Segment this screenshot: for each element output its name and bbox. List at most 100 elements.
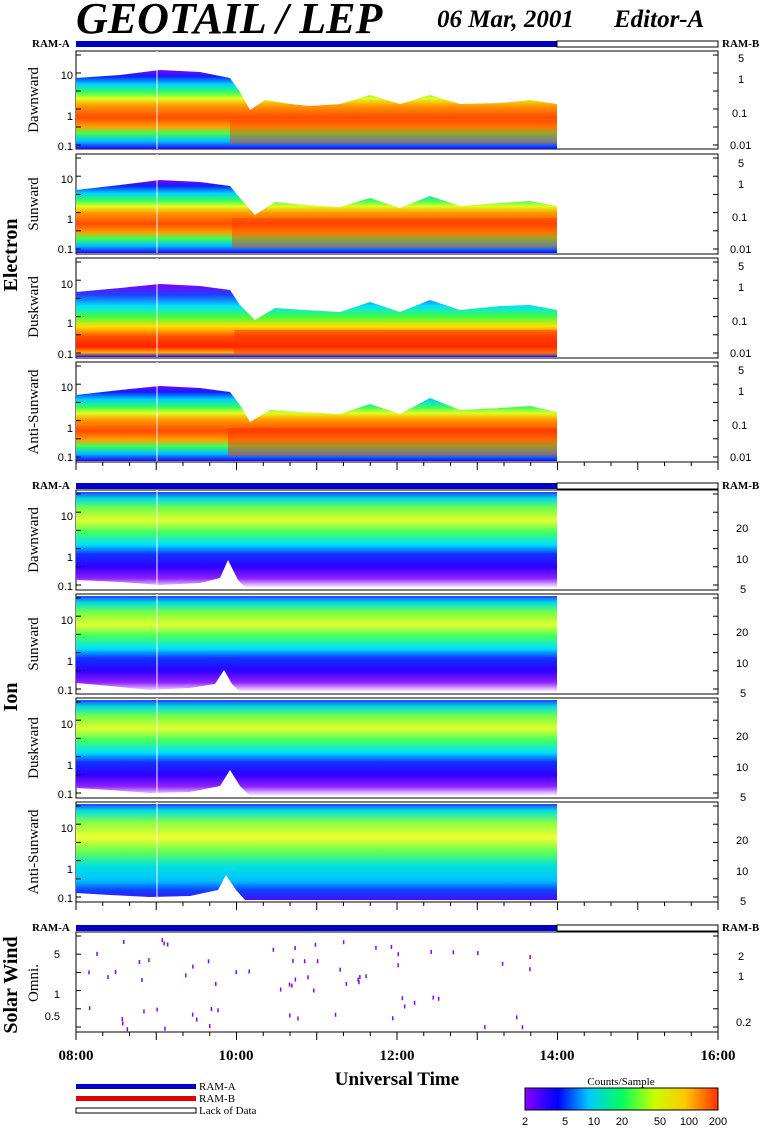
svg-text:1: 1 [738, 74, 744, 86]
panel-label-sw-omni: Omni. [26, 964, 42, 1002]
svg-text:1: 1 [67, 552, 73, 564]
panel-ion-dawnward: Dawnward [26, 489, 719, 591]
solar-wind-mark [294, 946, 296, 951]
ram-a-label-sw: RAM-A [32, 922, 70, 934]
solar-wind-mark [339, 967, 341, 972]
lack-bar-ion [556, 482, 719, 490]
svg-text:1: 1 [738, 971, 744, 983]
svg-text:20: 20 [736, 835, 748, 847]
panel-solar-wind-omni: Omni. [26, 931, 719, 1033]
solar-wind-mark [215, 981, 217, 986]
svg-text:10: 10 [61, 719, 73, 731]
svg-text:10: 10 [61, 615, 73, 627]
svg-text:0.1: 0.1 [58, 452, 73, 464]
solar-wind-mark [316, 959, 319, 964]
solar-wind-mark [107, 975, 109, 980]
spectrogram-fill [76, 180, 557, 253]
solar-wind-mark [126, 1027, 129, 1032]
solar-wind-mark [365, 974, 367, 979]
x-tick-1400: 14:00 [540, 1048, 575, 1064]
svg-text:5: 5 [738, 261, 744, 273]
solar-wind-mark [390, 944, 393, 949]
solar-wind-mark [313, 988, 315, 993]
electron-group: RAM-A RAM-B Electron Dawnward Sunward [0, 38, 760, 464]
spectrogram-fill [76, 70, 557, 149]
panel-label-i-anti: Anti-Sunward [26, 809, 42, 894]
electron-yaxis-left: 10 1 0.1 10 1 0.1 10 1 0.1 10 1 0.1 [58, 70, 73, 464]
ram-a-label-ion: RAM-A [32, 480, 70, 492]
solar-wind-mark [114, 970, 117, 974]
panel-electron-anti-sunward: Anti-Sunward [26, 361, 719, 463]
spectrogram-fill [76, 804, 557, 900]
svg-text:10: 10 [61, 382, 73, 394]
ion-group: RAM-A RAM-B Ion Dawnward Sunward Duskwar… [0, 480, 760, 908]
solar-wind-mark [191, 1012, 194, 1017]
ram-bar-a-sw [76, 925, 557, 931]
solar-wind-mark [123, 939, 125, 944]
solar-wind-mark [141, 978, 143, 982]
solar-wind-mark [297, 1016, 299, 1021]
svg-text:1: 1 [738, 179, 744, 191]
legend-label-ram-b: RAM-B [199, 1093, 235, 1105]
solar-wind-dots [88, 938, 531, 1032]
svg-text:5: 5 [738, 53, 744, 65]
ram-b-label-ion: RAM-B [722, 480, 760, 492]
solar-wind-mark [161, 938, 163, 943]
solar-wind-mark [477, 951, 479, 956]
solar-wind-mark [217, 1008, 219, 1013]
solar-wind-mark [345, 981, 348, 986]
x-tick-1200: 12:00 [380, 1048, 415, 1064]
svg-text:5: 5 [740, 792, 746, 804]
editor-label: Editor-A [613, 6, 704, 33]
solar-wind-mark [342, 940, 345, 945]
x-tick-1000: 10:00 [219, 1048, 254, 1064]
spectrogram-fill [76, 596, 557, 692]
electron-yaxis-right: 5 1 0.1 0.01 5 1 0.1 0.01 5 1 0.1 0.01 5… [730, 53, 751, 464]
svg-text:1: 1 [67, 760, 73, 772]
svg-text:1: 1 [67, 111, 73, 123]
colorbar-tick-label: 20 [616, 1116, 628, 1128]
solar-wind-mark [392, 1016, 394, 1021]
svg-text:0.1: 0.1 [58, 244, 73, 256]
svg-text:1: 1 [738, 386, 744, 398]
ion-yaxis-right: 20 10 5 20 10 5 20 10 5 20 10 5 [736, 523, 748, 908]
svg-text:5: 5 [54, 949, 60, 961]
solar-wind-mark [529, 955, 531, 959]
tick-marks [75, 54, 719, 1040]
solar-wind-mark [185, 973, 187, 978]
solar-wind-mark [88, 1006, 91, 1011]
solar-wind-mark [314, 942, 317, 947]
svg-text:10: 10 [61, 279, 73, 291]
panel-label-e-dawn: Dawnward [26, 67, 42, 133]
panel-ion-anti-sunward: Anti-Sunward [26, 801, 719, 903]
panel-electron-dawnward: Dawnward [26, 50, 719, 150]
solar-wind-mark [529, 967, 531, 972]
solar-wind-mark [521, 1025, 524, 1030]
solar-wind-mark [209, 1024, 211, 1029]
ram-a-label-top: RAM-A [32, 38, 70, 50]
legend-swatch-ram-a [76, 1084, 196, 1089]
colorbar-tick-label: 50 [654, 1116, 666, 1128]
svg-text:0.2: 0.2 [736, 1017, 751, 1029]
solar-wind-mark [303, 959, 306, 964]
svg-text:0.01: 0.01 [730, 348, 751, 360]
colorbar-tick-label: 10 [588, 1116, 600, 1128]
svg-text:10: 10 [61, 823, 73, 835]
colorbar-tick-label: 100 [680, 1116, 698, 1128]
solar-wind-mark [357, 977, 359, 982]
svg-text:10: 10 [736, 762, 748, 774]
solar-wind-mark [192, 964, 194, 969]
solar-wind-mark [163, 941, 165, 946]
solar-wind-mark [334, 1012, 337, 1017]
group-label-ion: Ion [0, 683, 22, 712]
sw-yaxis-left: 5 1 0.5 [45, 949, 60, 1023]
solar-wind-mark [413, 1000, 416, 1005]
solar-wind-mark [210, 1007, 213, 1011]
lack-bar-electron [556, 40, 719, 48]
panel-electron-sunward: Sunward [26, 153, 719, 255]
solar-wind-mark [207, 959, 210, 964]
svg-text:10: 10 [61, 70, 73, 82]
solar-wind-mark [307, 975, 309, 980]
svg-text:0.1: 0.1 [732, 212, 747, 224]
solar-wind-mark [138, 960, 141, 964]
